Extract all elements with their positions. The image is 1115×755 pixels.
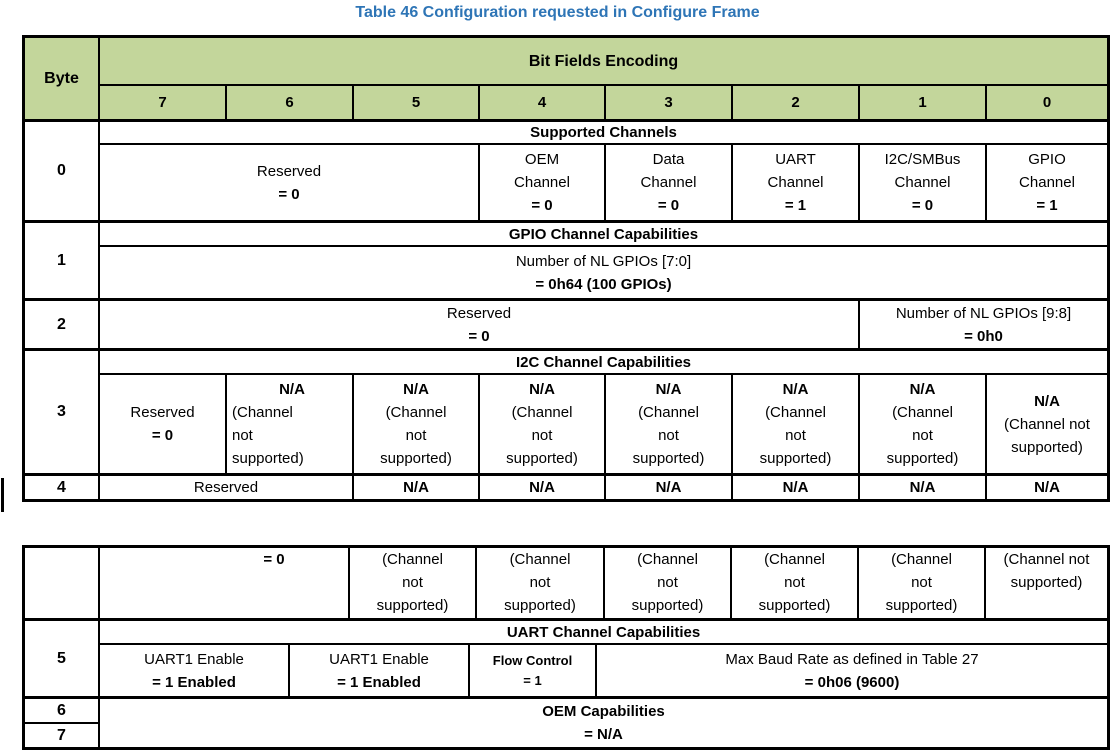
supported-channels-section: Supported Channels: [530, 124, 677, 141]
byte3-na-bit6-cell: N/A (Channel not supported): [227, 375, 354, 473]
header-group: Byte Bit Fields Encoding 7 6 5 4 3 2 1 0: [25, 38, 1107, 122]
byte3-na-bit5-cell: N/A (Channel not supported): [354, 375, 480, 473]
nl-gpios-9-8-cell: Number of NL GPIOs [9:8] = 0h0: [895, 304, 1072, 345]
byte-6-number: 6: [25, 699, 100, 724]
byte-7-number: 7: [25, 724, 100, 747]
byte-5-group: 5 UART Channel Capabilities UART1 Enable…: [25, 621, 1107, 699]
byte4-cont-reserved-value-cell: = 0: [100, 548, 350, 618]
uart-capabilities-section: UART Channel Capabilities: [506, 623, 701, 641]
i2c-capabilities-section: I2C Channel Capabilities: [515, 353, 692, 371]
byte4-cont-bit4-cell: (Channel not supported): [477, 548, 605, 618]
byte-6-7-group: 6 7 OEM Capabilities = N/A: [25, 699, 1107, 747]
bit-6-header: 6: [227, 86, 354, 119]
bit-fields-encoding-header: Bit Fields Encoding: [528, 52, 679, 70]
bit-3-header: 3: [606, 86, 733, 119]
byte-4-group: 4 Reserved N/A N/A N/A N/A N/A N/A: [25, 476, 1107, 499]
byte4-na-bit5-cell: N/A: [354, 476, 480, 499]
nl-gpios-7-0-cell: Number of NL GPIOs [7:0] = 0h64 (100 GPI…: [515, 252, 692, 293]
uart-channel-cell: UART Channel = 1: [733, 145, 860, 220]
byte-3-group: 3 I2C Channel Capabilities Reserved = 0 …: [25, 351, 1107, 476]
max-baud-rate-cell: Max Baud Rate as defined in Table 27 = 0…: [725, 650, 979, 691]
byte-5-number: 5: [25, 621, 100, 696]
byte4-cont-bit5-cell: (Channel not supported): [350, 548, 477, 618]
byte-4-cont-number: [25, 548, 100, 618]
uart1-enable-cell-2: UART1 Enable = 1 Enabled: [290, 645, 470, 696]
bit-0-header: 0: [1042, 94, 1052, 111]
byte-1-number: 1: [25, 223, 100, 298]
gpio-capabilities-section: GPIO Channel Capabilities: [508, 225, 699, 243]
byte4-na-bit3-cell: N/A: [606, 476, 733, 499]
byte3-na-bit0-cell: N/A (Channel not supported): [1004, 392, 1090, 456]
bit-2-header: 2: [733, 86, 860, 119]
byte4-cont-bit3-cell: (Channel not supported): [605, 548, 732, 618]
table-46-part2: = 0 (Channel not supported) (Channel not…: [22, 545, 1110, 750]
bit-numbers-row: 7 6 5 4 3 2 1 0: [100, 86, 1107, 119]
byte-2-number: 2: [25, 301, 100, 348]
byte-1-group: 1 GPIO Channel Capabilities Number of NL…: [25, 223, 1107, 301]
oem-capabilities-cell: OEM Capabilities = N/A: [542, 703, 665, 743]
bit-4-header: 4: [480, 86, 606, 119]
byte0-reserved-cell: Reserved = 0: [100, 145, 480, 220]
data-channel-cell: Data Channel = 0: [606, 145, 733, 220]
table-caption: Table 46 Configuration requested in Conf…: [355, 4, 760, 21]
byte-4-continuation-group: = 0 (Channel not supported) (Channel not…: [25, 548, 1107, 621]
i2c-smbus-channel-cell: I2C/SMBus Channel = 0: [860, 145, 987, 220]
byte-3-number: 3: [25, 351, 100, 473]
bit-5-header: 5: [354, 86, 480, 119]
byte-0-number: 0: [25, 122, 100, 220]
bit-1-header: 1: [860, 86, 987, 119]
byte4-na-bit1-cell: N/A: [860, 476, 987, 499]
gpio-channel-cell: GPIO Channel = 1: [1019, 151, 1075, 214]
bit-7-header: 7: [100, 86, 227, 119]
flow-control-cell: Flow Control = 1: [470, 645, 597, 696]
byte-2-group: 2 Reserved = 0 Number of NL GPIOs [9:8] …: [25, 301, 1107, 351]
byte4-cont-bit2-cell: (Channel not supported): [732, 548, 859, 618]
byte4-na-bit0-cell: N/A: [1034, 479, 1060, 496]
text-cursor-artifact: [1, 478, 4, 512]
byte4-na-bit2-cell: N/A: [733, 476, 860, 499]
table-46-part1: Byte Bit Fields Encoding 7 6 5 4 3 2 1 0…: [22, 35, 1110, 502]
byte4-cont-bit0-cell: (Channel not supported): [1003, 551, 1090, 591]
byte3-reserved-cell: Reserved = 0: [100, 375, 227, 473]
byte3-na-bit1-cell: N/A (Channel not supported): [860, 375, 987, 473]
byte-4-number: 4: [25, 476, 100, 499]
byte3-na-bit2-cell: N/A (Channel not supported): [733, 375, 860, 473]
byte3-na-bit4-cell: N/A (Channel not supported): [480, 375, 606, 473]
byte-0-group: 0 Supported Channels Reserved = 0 OEM Ch…: [25, 122, 1107, 223]
byte-column-header: Byte: [25, 38, 100, 119]
byte4-cont-bit1-cell: (Channel not supported): [859, 548, 986, 618]
byte4-na-bit4-cell: N/A: [480, 476, 606, 499]
byte3-na-bit3-cell: N/A (Channel not supported): [606, 375, 733, 473]
byte2-reserved-cell: Reserved = 0: [100, 301, 860, 348]
oem-channel-cell: OEM Channel = 0: [480, 145, 606, 220]
byte4-reserved-cell: Reserved: [100, 476, 354, 499]
uart1-enable-cell-1: UART1 Enable = 1 Enabled: [100, 645, 290, 696]
